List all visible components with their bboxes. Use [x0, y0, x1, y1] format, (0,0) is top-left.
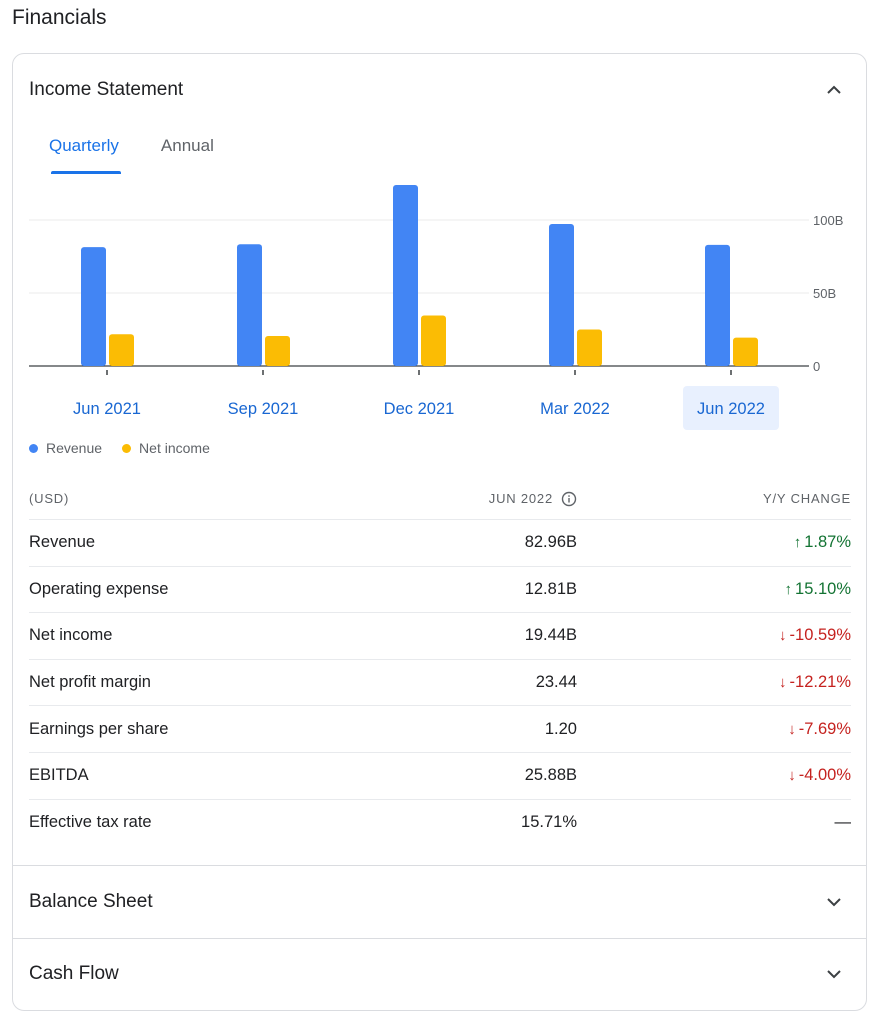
legend-net-income-label: Net income [139, 440, 210, 456]
row-label: Revenue [29, 533, 96, 552]
row-label: Net income [29, 626, 113, 645]
arrow-down-icon: ↓ [779, 627, 787, 645]
x-tick-label[interactable]: Jun 2021 [73, 400, 141, 418]
bar-net-income [421, 315, 446, 366]
header-currency: (USD) [29, 491, 70, 506]
bar-net-income [265, 335, 290, 366]
row-label: Effective tax rate [29, 813, 152, 832]
table-row: Revenue 82.96B ↑ 1.87% [29, 520, 851, 567]
net-income-dot-icon [122, 443, 132, 453]
row-value: 25.88B [524, 766, 577, 785]
chart-legend: Revenue Net income [29, 440, 230, 456]
row-change: ↓ -10.59% [577, 626, 851, 645]
divider [13, 938, 866, 939]
income-statement-title: Income Statement [29, 79, 184, 100]
x-tick-label[interactable]: Mar 2022 [540, 400, 610, 418]
tab-quarterly[interactable]: Quarterly [49, 132, 121, 174]
row-change: ↑ 1.87% [577, 533, 851, 552]
row-change-value: -12.21% [789, 673, 851, 692]
row-label: Net profit margin [29, 673, 151, 692]
table-row: Earnings per share 1.20 ↓ -7.69% [29, 706, 851, 753]
info-icon[interactable] [561, 491, 577, 507]
header-period: JUN 2022 [389, 491, 577, 507]
legend-revenue-label: Revenue [46, 440, 103, 456]
income-statement-header[interactable]: Income Statement [13, 54, 866, 126]
chevron-down-icon[interactable] [824, 892, 844, 912]
balance-sheet-header[interactable]: Balance Sheet [13, 866, 866, 938]
period-tabs: Quarterly Annual [49, 132, 256, 174]
bar-net-income [109, 334, 134, 366]
row-value: 23.44 [535, 673, 577, 692]
row-change: ↓ -7.69% [577, 720, 851, 739]
row-value: 82.96B [524, 533, 577, 552]
row-label: Operating expense [29, 579, 169, 598]
row-change: ↓ -12.21% [577, 673, 851, 692]
income-table: (USD) JUN 2022 Y/Y CHANGE Revenue 82.96B ↑… [29, 478, 851, 846]
legend-revenue: Revenue [29, 440, 102, 456]
x-tick-label[interactable]: Dec 2021 [384, 400, 455, 418]
arrow-down-icon: ↓ [788, 720, 796, 738]
legend-net-income: Net income [122, 440, 210, 456]
bar-net-income [733, 337, 758, 366]
row-change-value: -10.59% [789, 626, 851, 645]
row-change-value: 1.87% [804, 533, 851, 552]
row-change-value: -7.69% [798, 719, 851, 738]
y-tick-label: 0 [813, 359, 820, 374]
row-change-value: — [834, 813, 852, 832]
table-row: Net income 19.44B ↓ -10.59% [29, 613, 851, 660]
table-header: (USD) JUN 2022 Y/Y CHANGE [29, 478, 851, 520]
tab-annual[interactable]: Annual [160, 136, 214, 155]
row-value: 19.44B [524, 626, 577, 645]
divider [13, 865, 866, 866]
table-row: Effective tax rate 15.71% — [29, 800, 851, 847]
chevron-up-icon[interactable] [824, 80, 844, 100]
selected-period-highlight [683, 386, 779, 430]
income-bar-chart: 0 50B 100B Jun 2021 Sep 2021 Dec 2021 Mar 2022… [29, 185, 843, 430]
chevron-down-icon[interactable] [824, 964, 844, 984]
table-row: Operating expense 12.81B ↑ 15.10% [29, 567, 851, 614]
bar-net-income [577, 329, 602, 366]
row-change-value: -4.00% [798, 766, 851, 785]
y-tick-label: 100B [813, 213, 843, 228]
table-row: Net profit margin 23.44 ↓ -12.21% [29, 660, 851, 707]
page-title: Financials [12, 6, 107, 29]
arrow-up-icon: ↑ [784, 580, 793, 598]
row-change: ↑ 15.10% [577, 580, 851, 599]
row-change-value: 15.10% [795, 579, 851, 598]
cash-flow-title: Cash Flow [29, 963, 119, 984]
row-label: Earnings per share [29, 719, 169, 738]
income-chart: 0 50B 100B Jun 2021 Sep 2021 Dec 2021 Mar 2022… [13, 174, 866, 444]
row-value: 12.81B [524, 579, 577, 598]
financials-card: Income Statement Quarterly Annual 0 50B 10… [12, 53, 867, 1011]
arrow-down-icon: ↓ [788, 767, 796, 785]
table-row: EBITDA 25.88B ↓ -4.00% [29, 753, 851, 800]
header-period-label: JUN 2022 [488, 491, 553, 506]
bar-revenue [81, 247, 106, 366]
y-tick-label: 50B [813, 286, 836, 301]
x-tick-label[interactable]: Sep 2021 [228, 400, 299, 418]
row-value: 15.71% [521, 813, 577, 832]
arrow-down-icon: ↓ [779, 674, 787, 692]
revenue-dot-icon [29, 443, 38, 453]
row-value: 1.20 [544, 719, 577, 738]
cash-flow-header[interactable]: Cash Flow [13, 938, 866, 1010]
bar-revenue [705, 244, 730, 366]
row-change: ↓ -4.00% [577, 766, 851, 785]
balance-sheet-title: Balance Sheet [29, 891, 153, 912]
x-tick-label[interactable]: Jun 2022 [697, 400, 765, 418]
bar-revenue [237, 244, 262, 366]
bar-revenue [393, 185, 418, 366]
header-change: Y/Y CHANGE [763, 491, 851, 506]
bar-revenue [549, 223, 574, 366]
row-change: — [577, 813, 852, 832]
arrow-up-icon: ↑ [793, 534, 802, 552]
row-label: EBITDA [29, 766, 89, 785]
